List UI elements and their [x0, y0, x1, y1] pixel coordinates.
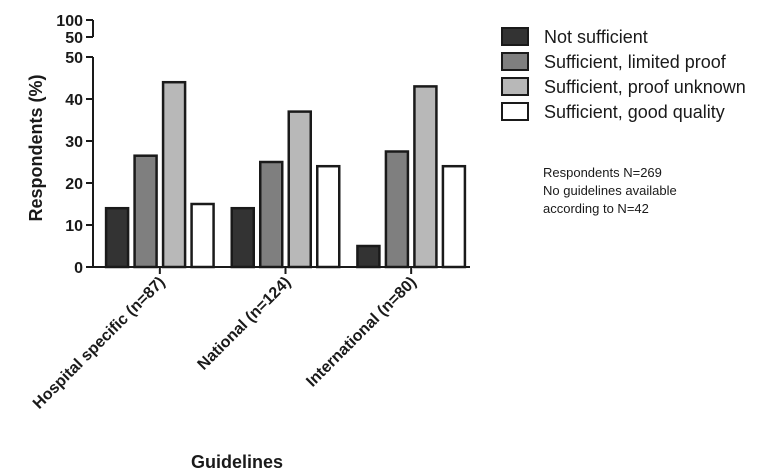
- y-break-tick-label: 100: [56, 13, 83, 30]
- annotation-notes: Respondents N=269 No guidelines available…: [543, 165, 677, 216]
- legend-label: Sufficient, good quality: [544, 102, 725, 122]
- bar: [190, 202, 215, 269]
- bar: [161, 80, 187, 269]
- category-labels: Hospital specific (n=87) National (n=124)…: [30, 274, 420, 413]
- annotation-line: according to N=42: [543, 201, 649, 216]
- y-tick-label: 10: [65, 218, 83, 235]
- bar: [441, 164, 467, 269]
- y-tick-label: 0: [74, 260, 83, 277]
- legend-label: Not sufficient: [544, 27, 648, 47]
- legend-swatch: [501, 77, 529, 96]
- y-tick-label: 50: [65, 50, 83, 67]
- legend-swatch: [501, 27, 529, 46]
- legend-swatch: [501, 102, 529, 121]
- bar: [133, 154, 158, 269]
- x-tick-label: International (n=80): [303, 274, 420, 391]
- y-axis-title: Respondents (%): [26, 74, 46, 221]
- bar: [384, 150, 410, 269]
- x-axis-title: Guidelines: [191, 452, 283, 470]
- annotation-line: No guidelines available: [543, 183, 677, 198]
- bar: [230, 206, 255, 269]
- bar: [413, 85, 438, 269]
- annotation-line: Respondents N=269: [543, 165, 662, 180]
- y-tick-label: 40: [65, 92, 83, 109]
- bar: [287, 110, 312, 269]
- y-tick-label: 20: [65, 176, 83, 193]
- legend-label: Sufficient, proof unknown: [544, 77, 746, 97]
- y-break-tick-label: 50: [65, 30, 83, 47]
- bar: [104, 206, 130, 269]
- bars: [104, 80, 467, 269]
- legend-swatch: [501, 52, 529, 71]
- x-tick-label: National (n=124): [195, 274, 295, 374]
- legend-label: Sufficient, limited proof: [544, 52, 727, 72]
- x-tick-label: Hospital specific (n=87): [30, 274, 169, 413]
- bar: [316, 164, 341, 269]
- bar: [356, 244, 381, 269]
- legend: Not sufficient Sufficient, limited proof S…: [501, 27, 746, 122]
- bar: [259, 160, 284, 269]
- y-tick-label: 30: [65, 134, 83, 151]
